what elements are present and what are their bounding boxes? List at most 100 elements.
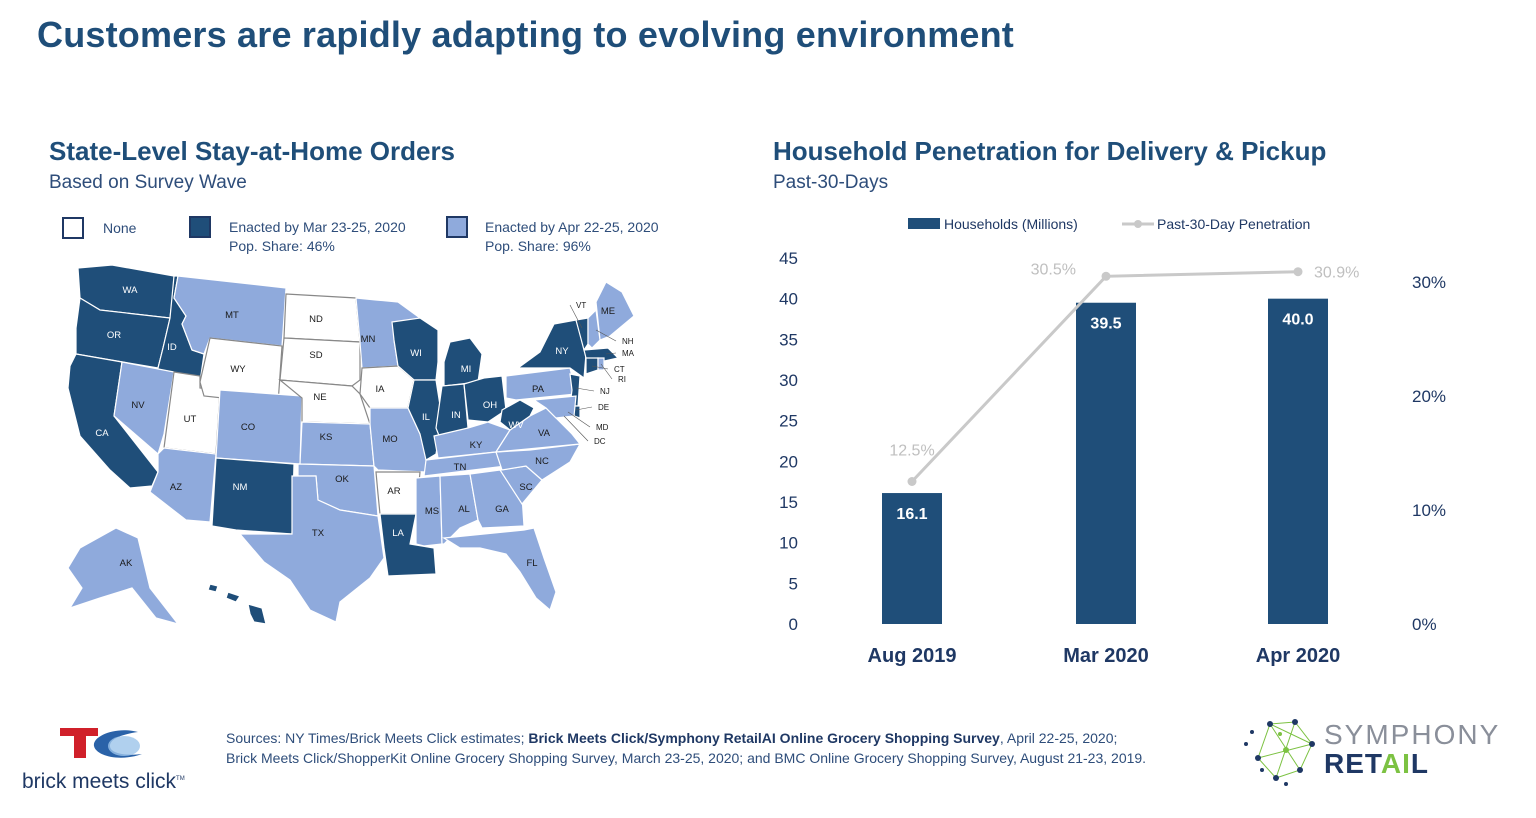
map-state-il [407, 379, 443, 461]
bar-2 [1268, 298, 1328, 624]
sources-bold: Brick Meets Click/Symphony RetailAI Onli… [528, 730, 1000, 746]
y-right-tick: 0% [1412, 615, 1437, 634]
map-state-ks [299, 421, 375, 467]
map-label-mn: MN [361, 334, 376, 345]
map-label-de: DE [598, 403, 609, 412]
map-state-va [494, 407, 582, 453]
penetration-label-2: 30.9% [1314, 265, 1359, 282]
map-label-ma: MA [622, 349, 635, 358]
map-label-ks: KS [320, 432, 333, 443]
y-right-tick: 20% [1412, 387, 1446, 406]
map-label-sd: SD [309, 350, 322, 361]
map-label-al: AL [458, 504, 470, 515]
map-leader-vt [569, 304, 583, 329]
bmc-wordmark: brick meets clickTM [22, 770, 185, 794]
category-label-0: Aug 2019 [868, 645, 957, 667]
bmc-red-stem-icon [74, 728, 86, 758]
map-label-ar: AR [387, 486, 400, 497]
map-label-or: OR [107, 330, 121, 341]
bmc-lens-icon [108, 736, 140, 756]
map-label-ny: NY [555, 346, 569, 357]
legend-line-label: Past-30-Day Penetration [1157, 216, 1310, 232]
bar-label-1: 39.5 [1090, 316, 1121, 333]
map-state-ak [67, 527, 180, 626]
map-label-tx: TX [312, 528, 325, 539]
map-state-fl [442, 527, 557, 612]
map-label-nv: NV [131, 400, 145, 411]
y-left-tick: 45 [779, 249, 798, 268]
penetration-chart: Households (Millions) Past-30-Day Penetra… [779, 216, 1446, 667]
us-state-map: WA OR CA ID NV UT AZ MT WY CO NM ND SD NE KS OK TX MN IA MO… [67, 264, 635, 626]
map-label-ak: AK [120, 558, 133, 569]
map-leader-dc [563, 415, 589, 442]
legend-bar-swatch [908, 218, 940, 229]
y-left-tick: 10 [779, 534, 798, 553]
sources-line-2: Brick Meets Click/ShopperKit Online Groc… [226, 750, 1147, 766]
map-leader-nj [575, 387, 595, 392]
map-leader-ri [600, 363, 613, 380]
map-state-ms [415, 475, 443, 547]
y-left-tick: 25 [779, 412, 798, 431]
map-label-sc: SC [519, 482, 532, 493]
sources-prefix: Sources: NY Times/Brick Meets Click esti… [226, 730, 529, 746]
bar-label-0: 16.1 [896, 506, 927, 523]
y-left-tick: 20 [779, 452, 798, 471]
map-label-co: CO [241, 422, 255, 433]
penetration-point-2 [1293, 267, 1303, 277]
map-label-ca: CA [95, 428, 109, 439]
map-state-tx [238, 475, 385, 623]
map-state-sd [279, 337, 361, 387]
map-label-id: ID [167, 342, 177, 353]
map-label-nj: NJ [600, 387, 610, 396]
map-label-il: IL [422, 412, 430, 423]
map-state-mi [443, 337, 483, 387]
map-label-ok: OK [335, 474, 349, 485]
map-label-dc: DC [594, 437, 606, 446]
map-label-ri: RI [618, 375, 626, 384]
sources-line-1: Sources: NY Times/Brick Meets Click esti… [226, 728, 1146, 748]
symphony-network-icon [1244, 719, 1315, 786]
map-label-az: AZ [170, 482, 182, 493]
map-label-tn: TN [454, 462, 467, 473]
category-label-2: Apr 2020 [1256, 645, 1341, 667]
y-left-tick: 0 [789, 615, 798, 634]
map-label-ct: CT [614, 365, 625, 374]
map-state-oh [463, 375, 507, 423]
map-label-wv: WV [508, 420, 524, 431]
map-leader-ma [605, 352, 617, 355]
bmc-wordmark-text: brick meets click [22, 770, 177, 793]
page-title: Customers are rapidly adapting to evolvi… [37, 14, 1014, 55]
map-label-nh: NH [622, 337, 634, 346]
legend-label-mar: Enacted by Mar 23-25, 2020 [229, 219, 406, 235]
y-left-tick: 30 [779, 371, 798, 390]
map-label-md: MD [596, 423, 609, 432]
map-leader-ct [591, 365, 609, 370]
map-label-nc: NC [535, 456, 549, 467]
y-left-tick: 40 [779, 290, 798, 309]
y-left-tick: 15 [779, 493, 798, 512]
map-label-nd: ND [309, 314, 323, 325]
sources-note: Sources: NY Times/Brick Meets Click esti… [226, 728, 1146, 768]
penetration-point-1 [1101, 271, 1111, 281]
bmc-blue-swoosh-icon [93, 730, 142, 758]
map-label-ia: IA [376, 384, 386, 395]
penetration-point-0 [907, 477, 917, 486]
map-state-pa [505, 367, 577, 401]
y-left-tick: 35 [779, 330, 798, 349]
map-label-fl: FL [526, 558, 537, 569]
map-label-ga: GA [495, 504, 509, 515]
map-label-vt: VT [576, 301, 586, 310]
map-subtitle: Based on Survey Wave [49, 172, 247, 193]
map-state-nm [211, 457, 295, 535]
map-label-ne: NE [313, 392, 326, 403]
legend-detail-apr: Pop. Share: 96% [485, 238, 591, 254]
map-label-ms: MS [425, 506, 439, 517]
brick-meets-click-logo [20, 722, 220, 802]
map-state-nv [113, 361, 175, 456]
map-label-me: ME [601, 306, 615, 317]
map-state-hi [207, 583, 267, 625]
map-label-mi: MI [461, 364, 472, 375]
legend-detail-mar: Pop. Share: 46% [229, 238, 335, 254]
map-label-wa: WA [123, 285, 139, 296]
legend-line-marker [1134, 220, 1142, 228]
